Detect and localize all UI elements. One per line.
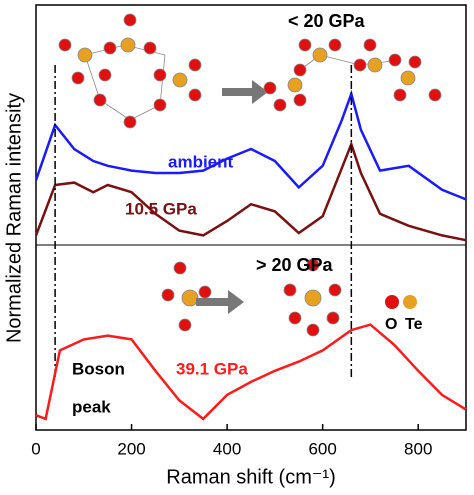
annotation: O [385,316,397,333]
arrow-top [222,80,268,104]
x-tick-label: 0 [31,439,40,458]
molecule-top-right [263,38,442,112]
series-line [34,140,467,242]
x-axis-label: Raman shift (cm⁻¹) [166,466,335,488]
series-label: ambient [168,152,234,171]
annotation: peak [72,397,111,416]
panel-title: < 20 GPa [288,11,366,31]
x-tick-label: 200 [117,439,145,458]
molecule-top-left [58,13,202,129]
legend-oxygen-dot [385,295,399,309]
series-line [34,89,467,201]
molecule-bottom-left [161,261,212,332]
x-tick-label: 600 [308,439,336,458]
arrow-bottom [196,290,244,314]
x-tick-label: 800 [404,439,432,458]
legend-tellurium-dot [403,295,417,309]
y-axis-label: Normalized Raman intensity [3,93,25,343]
series-label: 39.1 GPa [176,359,248,378]
annotation: Te [405,316,423,333]
series-label: 10.5 GPa [125,199,197,218]
series-line [35,323,467,421]
molecule-bottom-right [283,258,342,337]
annotation: Boson [72,359,125,378]
plot-frame [35,4,467,431]
x-tick-label: 400 [213,439,241,458]
panel-title: > 20 GPa [256,255,334,275]
